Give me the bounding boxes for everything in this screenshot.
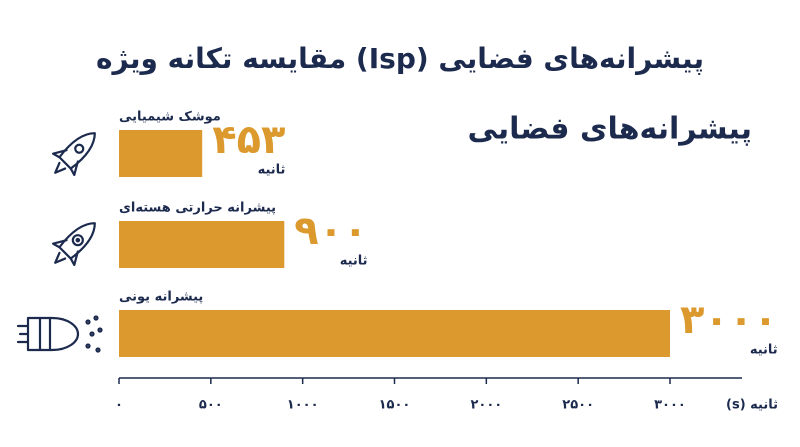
chart-subtitle: پیشرانه‌های فضایی	[467, 112, 752, 147]
x-tick-label: ۲۵۰۰	[562, 398, 594, 413]
value-label: ۴۵۳	[212, 117, 285, 163]
value-unit: ثانیه	[750, 343, 778, 358]
x-tick-label: ۲۰۰۰	[470, 398, 502, 413]
x-tick-label: ۵۰۰	[199, 398, 223, 413]
bar	[119, 130, 203, 177]
x-tick-label: ۱۰۰۰	[287, 398, 319, 413]
x-axis-label: ثانیه (s)	[726, 398, 778, 413]
category-label: پیشرانه یونی	[119, 290, 203, 305]
bar	[119, 221, 285, 268]
value-label: ۳۰۰۰	[680, 297, 778, 343]
chart-title: مقایسه تکانه ویژه (Isp) پیشرانه‌های فضای…	[96, 42, 704, 75]
category-label: پیشرانه حرارتی هسته‌ای	[119, 201, 276, 216]
ion-thruster-icon	[16, 315, 103, 353]
category-label: موشک شیمیایی	[119, 110, 221, 125]
rocket-icon	[51, 132, 96, 177]
bar	[119, 310, 670, 357]
value-label: ۹۰۰	[294, 208, 367, 254]
value-unit: ثانیه	[340, 254, 368, 269]
x-tick-label: ۱۵۰۰	[379, 398, 411, 413]
value-unit: ثانیه	[258, 163, 286, 178]
x-tick-label: ۰	[115, 398, 123, 413]
nuclear-rocket-icon	[51, 222, 96, 267]
x-tick-label: ۳۰۰۰	[654, 398, 686, 413]
